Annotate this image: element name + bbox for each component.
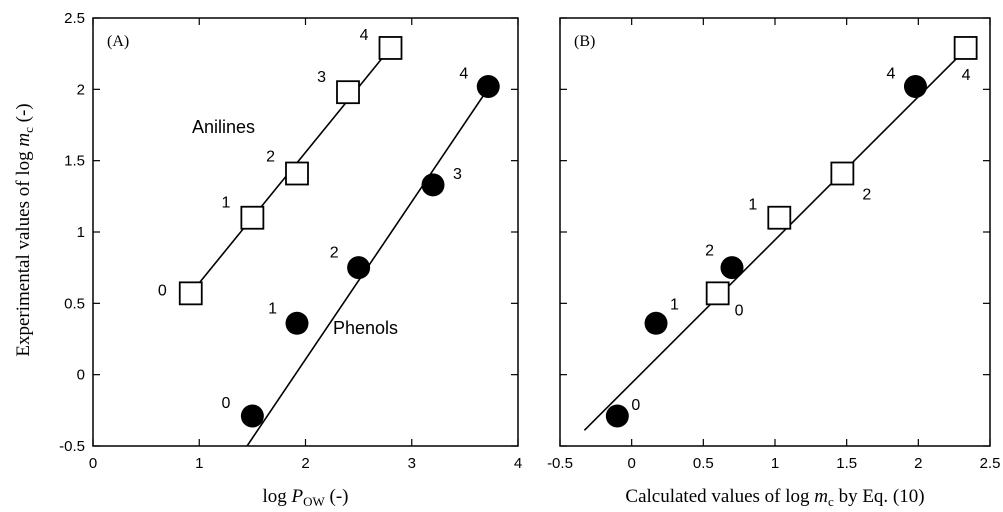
phenol-marker: [347, 256, 371, 280]
x-tick-label: 3: [408, 455, 416, 472]
aniline-marker: [830, 161, 855, 186]
x-tick-label: 1: [195, 455, 203, 472]
aniline-marker: [705, 281, 730, 306]
point-label: 2: [330, 245, 339, 262]
y-tick-label: 1.5: [64, 153, 85, 170]
phenol-marker: [240, 404, 264, 428]
x-tick-label: 0: [627, 455, 635, 472]
point-label: 4: [887, 65, 896, 82]
aniline-marker: [767, 205, 792, 230]
aniline-marker: [178, 281, 203, 306]
phenol-marker: [720, 256, 744, 280]
series-label: Anilines: [192, 117, 255, 137]
aniline-marker: [953, 36, 978, 60]
x-tick-label: 2: [914, 455, 922, 472]
phenol-marker: [605, 404, 629, 428]
x-tick-label: 0: [89, 455, 97, 472]
phenol-marker: [285, 311, 309, 335]
point-label: 4: [962, 67, 971, 84]
x-tick-label: 0.5: [693, 455, 714, 472]
x-tick-label: -0.5: [547, 455, 573, 472]
phenol-marker: [644, 311, 668, 335]
point-label: 2: [705, 243, 714, 260]
point-label: 2: [266, 149, 275, 166]
x-axis-label: log POW (-): [262, 486, 348, 509]
panel-label: (B): [574, 33, 595, 50]
x-tick-label: 4: [514, 455, 522, 472]
point-label: 3: [317, 69, 326, 86]
point-label: 1: [670, 296, 679, 313]
panel-b-chart: -0.5 0 0.5 1 1.5 2 2.5 (B) Calculated values of …: [547, 17, 1001, 509]
aniline-marker: [240, 205, 265, 230]
y-tick-label: 0.5: [64, 295, 85, 312]
y-tick-label: -0.5: [59, 438, 85, 455]
y-tick-label: 2.5: [64, 10, 85, 27]
y-tick-label: 2: [77, 81, 85, 98]
y-tick-label: 0: [77, 367, 85, 384]
point-label: 2: [862, 187, 871, 204]
point-label: 0: [158, 282, 167, 299]
plot-frame: [92, 17, 519, 447]
point-label: 0: [221, 395, 230, 412]
phenol-marker: [476, 74, 500, 98]
x-axis-label: Calculated values of log mc by Eq. (10): [625, 486, 924, 509]
aniline-marker: [285, 161, 309, 186]
aniline-marker: [336, 80, 360, 105]
x-tick-label: 1: [771, 455, 779, 472]
x-tick-label: 1.5: [836, 455, 857, 472]
point-label: 4: [360, 27, 369, 44]
aniline-marker: [378, 36, 403, 60]
point-label: 0: [631, 397, 640, 414]
panel-a-chart: 0 1 2 3 4-0.500.511.522.5(A)log POW (-)01234…: [59, 10, 522, 509]
point-label: 3: [453, 166, 462, 183]
panel-label: (A): [107, 33, 129, 50]
y-axis-label: Experimental values of log mc (-): [13, 103, 36, 356]
point-label: 1: [748, 197, 757, 214]
point-label: 0: [735, 302, 744, 319]
x-tick-label: 2: [301, 455, 309, 472]
point-label: 1: [268, 300, 277, 317]
phenol-marker: [903, 74, 927, 98]
point-label: 4: [459, 65, 468, 82]
point-label: 1: [221, 195, 230, 212]
phenol-marker: [421, 173, 445, 197]
x-tick-label: 2.5: [980, 455, 1001, 472]
y-tick-label: 1: [77, 224, 85, 241]
fit-line: [583, 45, 970, 431]
series-label: Phenols: [333, 318, 398, 338]
